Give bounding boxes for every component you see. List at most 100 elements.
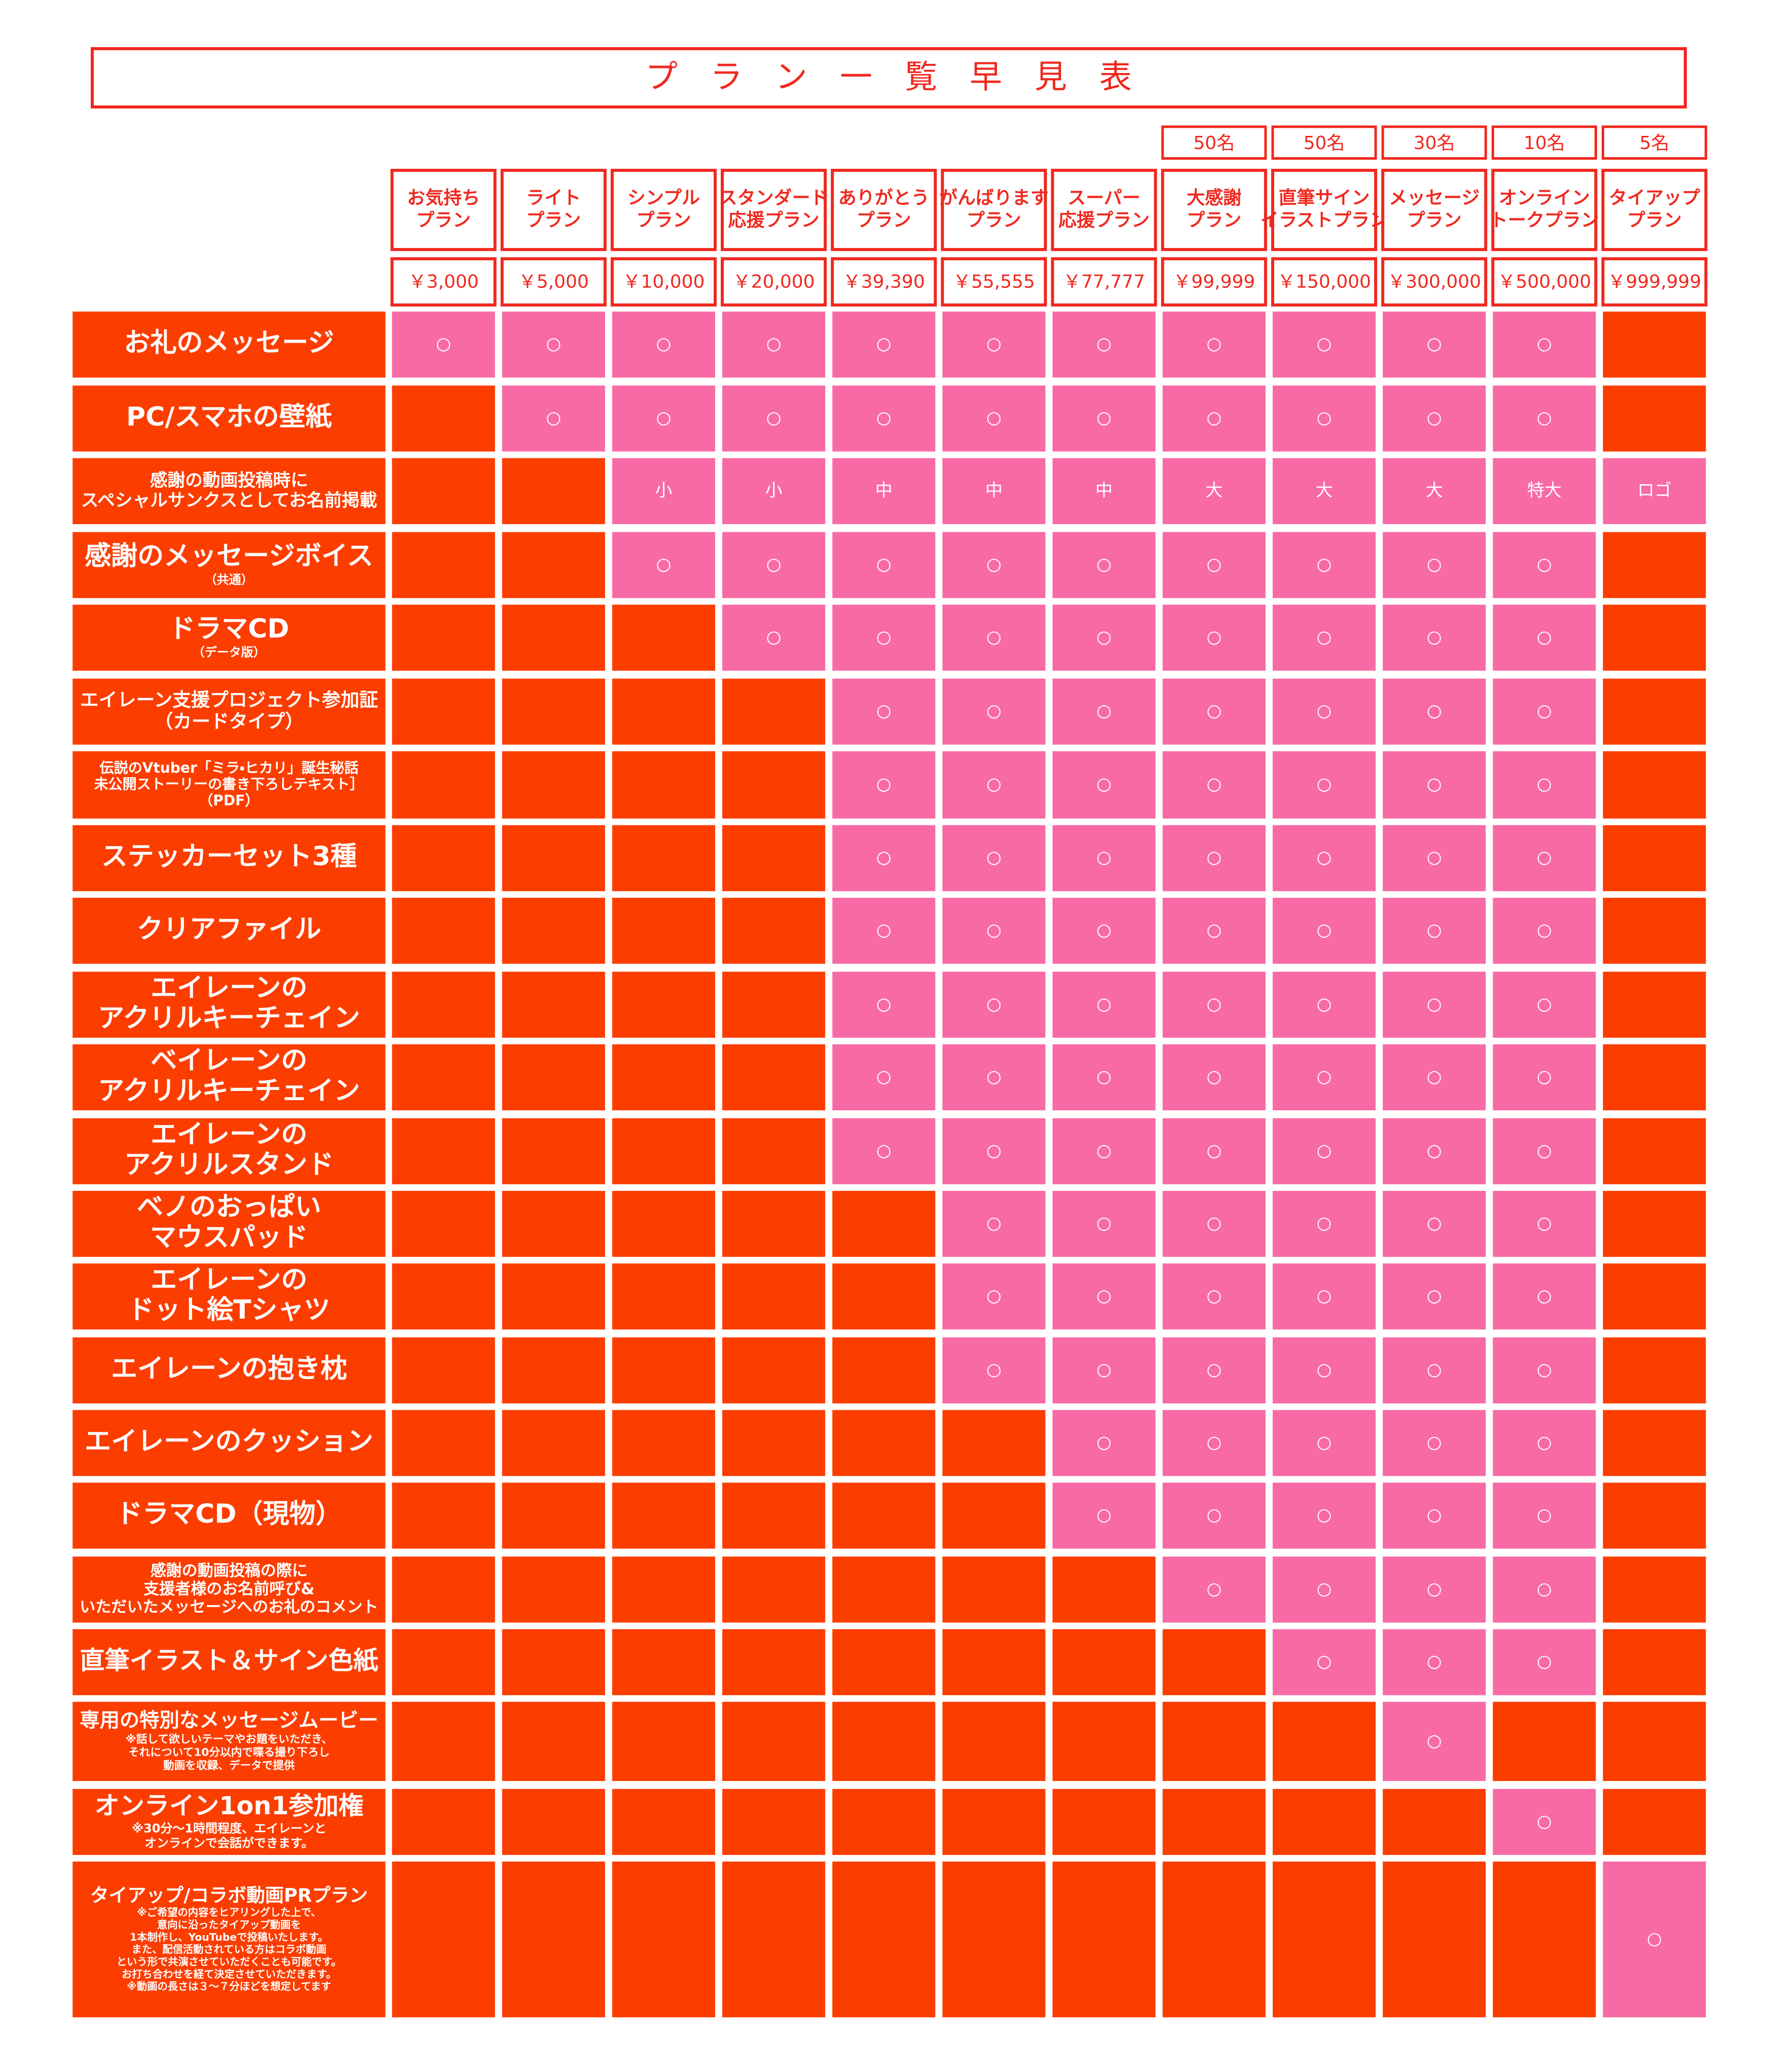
included-cell [1383,1190,1486,1257]
cell-mark: 中 [985,480,1003,500]
empty-cell [502,751,605,819]
cell-mark: ○ [766,627,782,647]
cell-mark: ○ [1206,701,1222,721]
included-cell [1052,751,1156,819]
empty-cell [1603,1482,1706,1549]
cell-mark: ○ [1096,774,1112,794]
included-cell [1162,971,1266,1038]
included-cell [1162,1482,1266,1549]
empty-cell [612,1629,715,1695]
cell-mark: ○ [546,334,561,354]
empty-cell [1603,604,1706,671]
empty-cell [1603,385,1706,452]
row-label: マウスパッド [150,1222,308,1253]
empty-cell [722,971,826,1038]
included-cell [1493,1337,1596,1404]
cell-mark: ○ [1206,627,1222,647]
empty-cell [392,825,495,891]
row-note: ※ご希望の内容をヒアリングした上で、 [137,1906,321,1918]
empty-cell [502,971,605,1038]
included-cell [722,385,826,452]
included-cell [722,604,826,671]
included-cell [832,311,936,378]
empty-cell [392,1556,495,1623]
included-cell [1383,678,1486,745]
cell-mark: ○ [1096,1286,1112,1306]
price-box [1161,257,1267,307]
price: ￥3,000 [408,271,478,292]
row-note: お打ち合わせを経て決定させていただきます。 [122,1968,337,1980]
price-box [1601,257,1708,307]
cell-mark: ○ [876,1067,892,1087]
included-cell [1383,1410,1486,1476]
cell-mark: ○ [1206,1140,1222,1160]
included-cell [942,532,1046,598]
included-cell [1162,751,1266,819]
cell-mark: ○ [1537,334,1552,354]
included-cell [1493,1044,1596,1111]
included-cell [1383,1482,1486,1549]
cell-mark: ○ [1427,1067,1442,1087]
included-cell [1052,1337,1156,1404]
cell-mark: 小 [765,480,783,500]
empty-cell [832,1701,936,1782]
row-note: また、配信活動されている方はコラボ動画 [132,1943,326,1955]
plan-name: プラン [967,210,1021,231]
quota: 5名 [1640,133,1670,154]
plan-name: プラン [1627,210,1682,231]
plan-name: タイアップ [1609,188,1700,208]
cell-mark: ○ [986,847,1002,867]
empty-cell [722,678,826,745]
plan-box [610,168,717,251]
included-cell [1272,897,1376,964]
included-cell [1493,1190,1596,1257]
empty-cell [1603,532,1706,598]
included-cell [1052,678,1156,745]
included-cell [1603,1861,1706,2018]
cell-mark: ○ [1317,994,1332,1014]
empty-cell [1603,1701,1706,1782]
empty-cell [392,1701,495,1782]
cell-mark: ○ [1317,1286,1332,1306]
cell-mark: ○ [876,554,892,574]
included-cell [722,532,826,598]
plan-name: トークプラン [1490,210,1599,231]
empty-cell [832,1482,936,1549]
cell-mark: ○ [876,920,892,940]
empty-cell [1603,678,1706,745]
cell-mark: ○ [1537,1067,1552,1087]
cell-mark: ○ [1537,1213,1552,1233]
cell-mark: ○ [1427,1432,1442,1452]
empty-cell [392,604,495,671]
cell-mark: ○ [1206,1067,1222,1087]
included-cell [1162,385,1266,452]
empty-cell [392,1410,495,1476]
cell-mark: ○ [546,408,561,428]
empty-cell [722,1789,826,1855]
included-cell [1272,678,1376,745]
included-cell [1162,678,1266,745]
empty-cell [1603,1337,1706,1404]
included-cell [942,1044,1046,1111]
empty-cell [722,897,826,964]
price: ￥77,777 [1063,271,1145,292]
included-cell [1052,532,1156,598]
cell-mark: ○ [1427,1360,1442,1380]
plan-name: プラン [416,210,471,231]
empty-cell [942,1482,1046,1549]
included-cell [1603,458,1706,524]
plan-name: プラン [636,210,691,231]
cell-mark: 中 [875,480,893,500]
empty-cell [832,1861,936,2018]
cell-mark: ○ [656,554,672,574]
price-box [1271,257,1378,307]
included-cell [1052,385,1156,452]
empty-cell [612,1337,715,1404]
empty-cell [502,1482,605,1549]
row-note: （共通） [205,572,253,587]
cell-mark: ○ [1096,1432,1112,1452]
cell-mark: ○ [1647,1929,1662,1949]
included-cell [1272,1190,1376,1257]
plan-box [721,168,827,251]
